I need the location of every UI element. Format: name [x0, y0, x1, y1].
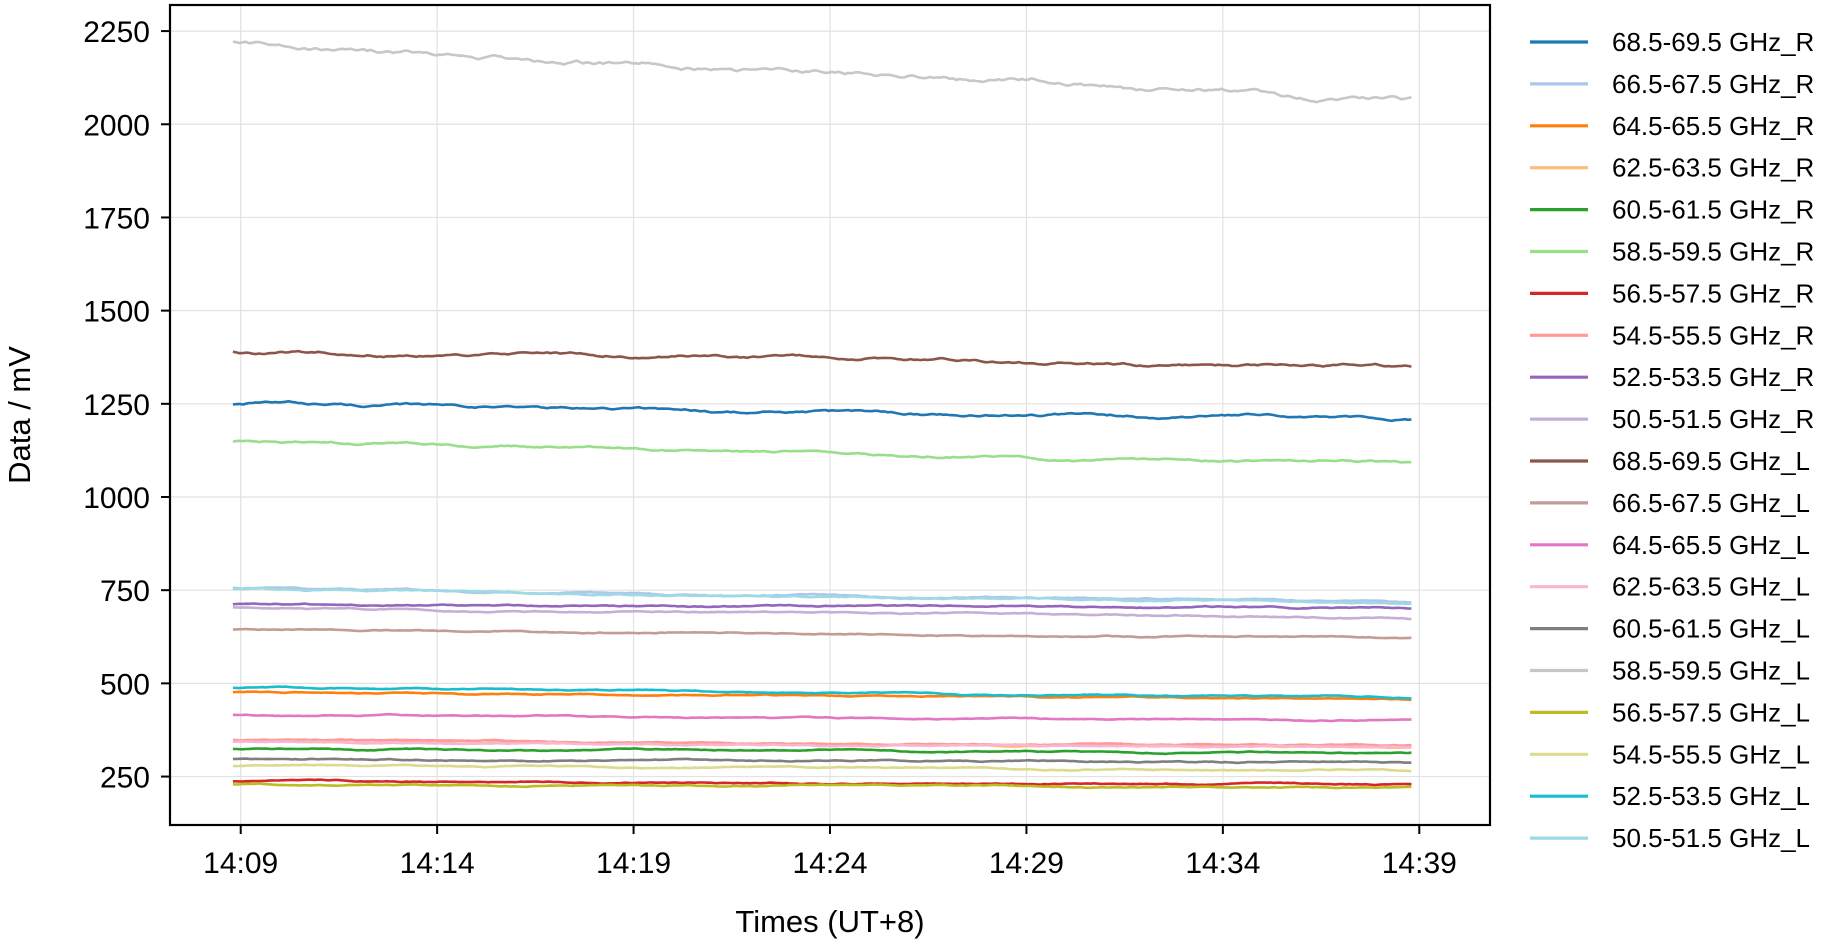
y-tick-label: 250 [100, 762, 150, 795]
legend-label: 52.5-53.5 GHz_L [1612, 781, 1810, 811]
x-tick-label: 14:34 [1185, 847, 1260, 880]
y-axis: 250 500 750 1000 1250 1500 1750 2000 2250 [83, 16, 170, 795]
x-tick-label: 14:24 [792, 847, 867, 880]
series-line [232, 439, 1412, 464]
series-line [232, 747, 1412, 756]
legend-label: 66.5-67.5 GHz_R [1612, 69, 1814, 99]
legend-label: 50.5-51.5 GHz_R [1612, 404, 1814, 434]
y-tick-label: 2250 [83, 16, 150, 49]
legend-label: 64.5-65.5 GHz_R [1612, 111, 1814, 141]
legend-label: 62.5-63.5 GHz_R [1612, 153, 1814, 183]
legend-label: 66.5-67.5 GHz_L [1612, 488, 1810, 518]
series-line [232, 349, 1412, 368]
y-axis-title: Data / mV [2, 346, 37, 484]
legend-label: 60.5-61.5 GHz_L [1612, 614, 1810, 644]
legend-label: 62.5-63.5 GHz_L [1612, 572, 1810, 602]
series-line [232, 627, 1412, 640]
y-tick-label: 1250 [83, 389, 150, 422]
series-line [232, 738, 1412, 747]
grid-lines [170, 5, 1490, 825]
y-tick-label: 750 [100, 575, 150, 608]
series-line [232, 586, 1412, 606]
series-line [232, 400, 1412, 423]
y-tick-label: 500 [100, 668, 150, 701]
y-tick-label: 1000 [83, 482, 150, 515]
x-tick-label: 14:09 [203, 847, 278, 880]
series-line [232, 782, 1412, 790]
legend-label: 56.5-57.5 GHz_R [1612, 278, 1814, 308]
series-line [232, 712, 1412, 723]
series-line [232, 602, 1412, 610]
x-tick-label: 14:19 [596, 847, 671, 880]
legend-label: 54.5-55.5 GHz_R [1612, 320, 1814, 350]
legend-label: 64.5-65.5 GHz_L [1612, 530, 1810, 560]
x-tick-label: 14:14 [400, 847, 475, 880]
legend: 68.5-69.5 GHz_R 66.5-67.5 GHz_R 64.5-65.5 … [1530, 27, 1814, 853]
series-line [232, 690, 1412, 702]
series-line [232, 40, 1412, 104]
y-tick-label: 2000 [83, 109, 150, 142]
y-tick-label: 1500 [83, 296, 150, 329]
legend-label: 60.5-61.5 GHz_R [1612, 195, 1814, 225]
legend-label: 68.5-69.5 GHz_L [1612, 446, 1810, 476]
x-axis: 14:09 14:14 14:19 14:24 14:29 14:34 14:39 [203, 825, 1457, 880]
series-line [232, 763, 1412, 773]
series-line [232, 757, 1412, 765]
series-line [232, 740, 1412, 749]
legend-label: 68.5-69.5 GHz_R [1612, 27, 1814, 57]
legend-label: 58.5-59.5 GHz_R [1612, 237, 1814, 267]
y-tick-label: 1750 [83, 202, 150, 235]
series-line [232, 685, 1412, 700]
legend-label: 56.5-57.5 GHz_L [1612, 697, 1810, 727]
x-axis-title: Times (UT+8) [735, 904, 924, 939]
x-tick-label: 14:39 [1382, 847, 1457, 880]
legend-label: 52.5-53.5 GHz_R [1612, 362, 1814, 392]
legend-label: 58.5-59.5 GHz_L [1612, 656, 1810, 686]
legend-label: 54.5-55.5 GHz_L [1612, 739, 1810, 769]
x-tick-label: 14:29 [989, 847, 1064, 880]
series-lines [232, 40, 1412, 790]
legend-label: 50.5-51.5 GHz_L [1612, 823, 1810, 853]
series-line [232, 606, 1412, 621]
